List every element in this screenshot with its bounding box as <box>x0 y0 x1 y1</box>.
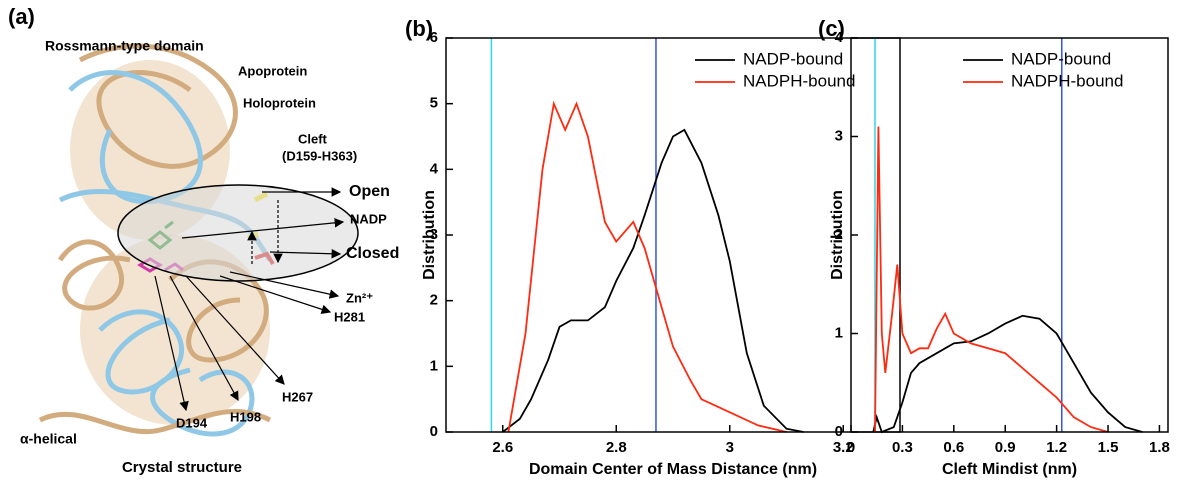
x-tick-label: 3.2 <box>833 439 854 456</box>
closed-label: Closed <box>346 245 399 262</box>
y-tick-label: 5 <box>430 95 438 112</box>
panel-label: (b) <box>405 16 433 41</box>
panel-label: (a) <box>8 4 35 29</box>
panel-label: (c) <box>818 16 845 41</box>
residue-label: H281 <box>334 309 365 324</box>
chart: (c) NADP-bound NADPH-bound 0 1 2 3 4 0 0.3 0.6 0.9 1… <box>818 16 1170 478</box>
x-tick-label: 0.6 <box>943 439 964 456</box>
y-tick-label: 6 <box>430 29 438 46</box>
protein-panel: (a) <box>8 4 399 476</box>
x-tick-label: 2.8 <box>606 439 627 456</box>
residue-label: H267 <box>282 389 313 404</box>
legend-label: NADP-bound <box>743 49 843 68</box>
series-line <box>872 314 1143 434</box>
y-tick-label: 0 <box>430 423 438 440</box>
x-tick-label: 3 <box>726 439 734 456</box>
x-tick-label: 1.5 <box>1098 439 1119 456</box>
x-tick-label: 1.8 <box>1149 439 1170 456</box>
series-line <box>874 126 1109 433</box>
y-axis-label: Distribution <box>829 190 846 280</box>
caption: Crystal structure <box>122 459 242 476</box>
plot-frame <box>850 37 1169 433</box>
y-tick-label: 3 <box>835 127 843 144</box>
y-tick-label: 0 <box>835 423 843 440</box>
open-label: Open <box>349 183 390 200</box>
series-line <box>507 100 787 433</box>
holo-label: Holoprotein <box>243 95 316 110</box>
x-tick-label: 0.3 <box>892 439 913 456</box>
cleft-range: (D159-H363) <box>282 148 357 163</box>
y-tick-label: 1 <box>430 357 438 374</box>
apo-label: Apoprotein <box>238 63 307 78</box>
cleft-label: Cleft <box>298 131 328 146</box>
zn-label: Zn²⁺ <box>346 290 373 305</box>
nadp-label: NADP <box>350 211 387 226</box>
x-axis-label: Domain Center of Mass Distance (nm) <box>529 461 817 478</box>
residue-label: D194 <box>176 415 208 430</box>
legend-label: NADPH-bound <box>1011 71 1123 90</box>
x-tick-label: 1.2 <box>1046 439 1067 456</box>
domain-label: Rossmann-type domain <box>45 38 204 54</box>
y-axis-label: Distribution <box>421 190 438 280</box>
y-tick-label: 4 <box>430 160 439 177</box>
x-tick-label: 0 <box>847 439 855 456</box>
x-axis-label: Cleft Mindist (nm) <box>942 461 1077 478</box>
y-tick-label: 4 <box>835 29 844 46</box>
y-tick-label: 2 <box>835 226 843 243</box>
arrows <box>154 187 345 412</box>
legend-label: NADPH-bound <box>743 71 855 90</box>
chart: (b) NADP-bound NADPH-bound 0 1 2 3 4 5 6 2.6 2.8 3 3.… <box>405 16 901 478</box>
residue-label: H198 <box>230 409 261 424</box>
y-tick-label: 1 <box>835 324 843 341</box>
series-line <box>502 128 804 433</box>
x-tick-label: 2.6 <box>492 439 513 456</box>
helical-label: α-helical <box>20 431 77 447</box>
x-tick-label: 0.9 <box>995 439 1016 456</box>
y-tick-label: 2 <box>430 292 438 309</box>
y-tick-label: 3 <box>430 226 438 243</box>
legend-label: NADP-bound <box>1011 49 1111 68</box>
